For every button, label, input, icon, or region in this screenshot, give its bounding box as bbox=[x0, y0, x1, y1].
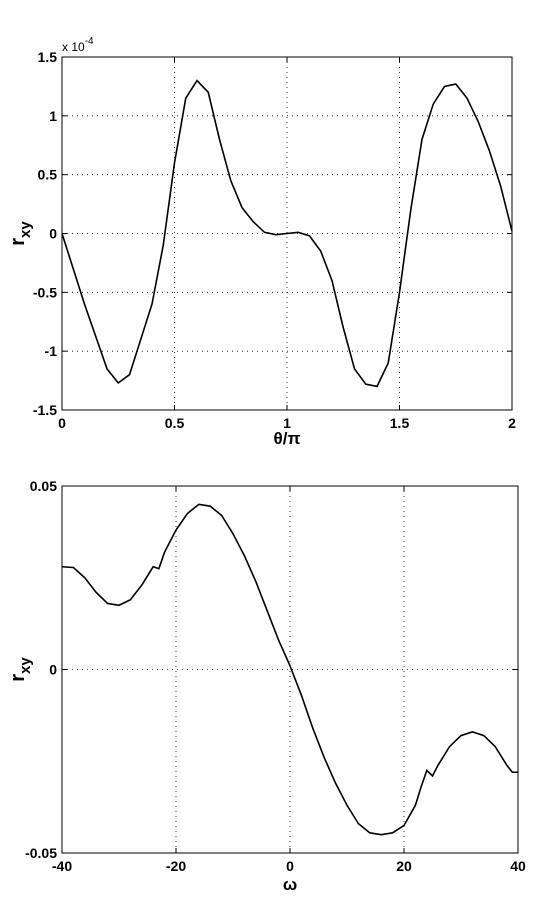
y-axis-label-main: r bbox=[7, 674, 29, 682]
y-multiplier: x 10-4 bbox=[62, 36, 94, 54]
y-tick-label: 0.05 bbox=[30, 478, 57, 494]
y-tick-label: -0.5 bbox=[33, 284, 57, 300]
x-tick-label: 20 bbox=[396, 858, 412, 874]
y-axis-label-sub: xy bbox=[17, 657, 34, 674]
y-tick-label: -1 bbox=[45, 343, 58, 359]
x-axis-label: θ/π bbox=[274, 429, 301, 448]
data-line bbox=[61, 79, 513, 388]
y-tick-label: 0 bbox=[49, 662, 57, 678]
y-tick-label: 0 bbox=[49, 226, 57, 242]
x-tick-label: 1 bbox=[283, 415, 291, 431]
y-tick-label: 1.5 bbox=[38, 49, 58, 65]
y-axis-label-sub: xy bbox=[17, 221, 34, 238]
y-tick-label: -0.05 bbox=[25, 845, 57, 861]
x-tick-label: 40 bbox=[510, 858, 526, 874]
y-axis-label: rxy bbox=[7, 221, 34, 246]
y-tick-label: -1.5 bbox=[33, 402, 57, 418]
x-tick-label: 2 bbox=[508, 415, 516, 431]
x-axis-label: ω bbox=[283, 875, 297, 894]
x-tick-label: -40 bbox=[52, 858, 72, 874]
data-line bbox=[61, 503, 518, 836]
y-axis-label: rxy bbox=[7, 657, 34, 682]
y-tick-label: 1 bbox=[49, 108, 57, 124]
x-tick-label: 1.5 bbox=[390, 415, 410, 431]
y-axis-label-main: r bbox=[7, 238, 29, 246]
y-tick-label: 0.5 bbox=[38, 167, 58, 183]
axes-box bbox=[61, 485, 519, 854]
y-multiplier-exp: -4 bbox=[85, 36, 94, 47]
x-tick-label: 0 bbox=[286, 858, 294, 874]
y-multiplier-base: x 10 bbox=[62, 40, 85, 54]
x-tick-label: -20 bbox=[166, 858, 186, 874]
x-tick-label: 0.5 bbox=[165, 415, 185, 431]
x-tick-label: 0 bbox=[58, 415, 66, 431]
